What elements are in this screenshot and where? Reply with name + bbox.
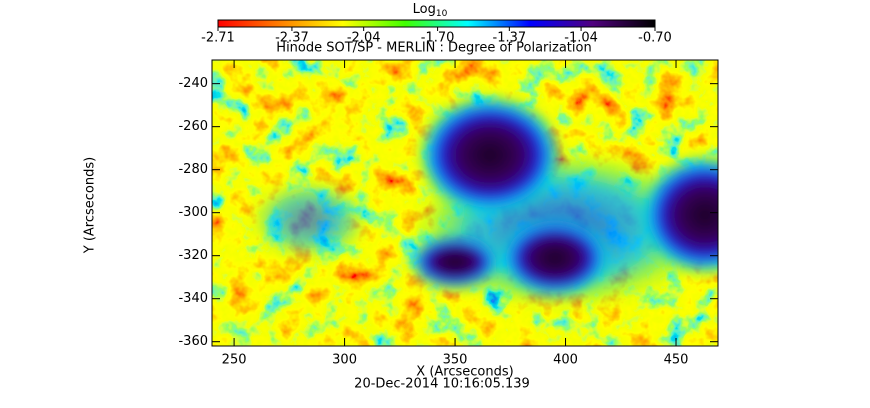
colorbar-label-text: Log — [413, 2, 436, 17]
x-tick-label: 450 — [664, 353, 689, 368]
x-tick-label: 250 — [222, 353, 247, 368]
plot-frame — [211, 59, 719, 347]
y-axis-label: Y (Arcseconds) — [83, 157, 98, 254]
colorbar-tick-label: -2.04 — [347, 31, 381, 46]
x-tick-label: 350 — [443, 353, 468, 368]
colorbar-tick-label: -1.04 — [564, 31, 598, 46]
y-tick-label: -360 — [178, 334, 208, 349]
colorbar-label: Log10 — [413, 2, 448, 19]
x-tick-label: 300 — [332, 353, 357, 368]
y-tick-label: -280 — [178, 162, 208, 177]
colorbar-label-subscript: 10 — [436, 9, 448, 19]
date-annotation: 20-Dec-2014 10:16:05.139 — [354, 377, 530, 392]
colorbar — [217, 19, 656, 28]
colorbar-tick-label: -2.37 — [275, 31, 309, 46]
y-tick-label: -260 — [178, 119, 208, 134]
x-tick-label: 400 — [553, 353, 578, 368]
y-tick-label: -340 — [178, 291, 208, 306]
colorbar-tick-label: -2.71 — [201, 31, 235, 46]
colorbar-tick-label: -1.70 — [421, 31, 455, 46]
colorbar-tick-label: -0.70 — [638, 31, 672, 46]
polarization-image — [212, 60, 718, 346]
x-axis-label: X (Arcseconds) — [416, 365, 513, 380]
chart-title: Hinode SOT/SP - MERLIN : Degree of Polar… — [276, 41, 591, 56]
y-tick-label: -320 — [178, 248, 208, 263]
y-tick-label: -300 — [178, 205, 208, 220]
y-tick-label: -240 — [178, 76, 208, 91]
colorbar-tick-label: -1.37 — [493, 31, 527, 46]
